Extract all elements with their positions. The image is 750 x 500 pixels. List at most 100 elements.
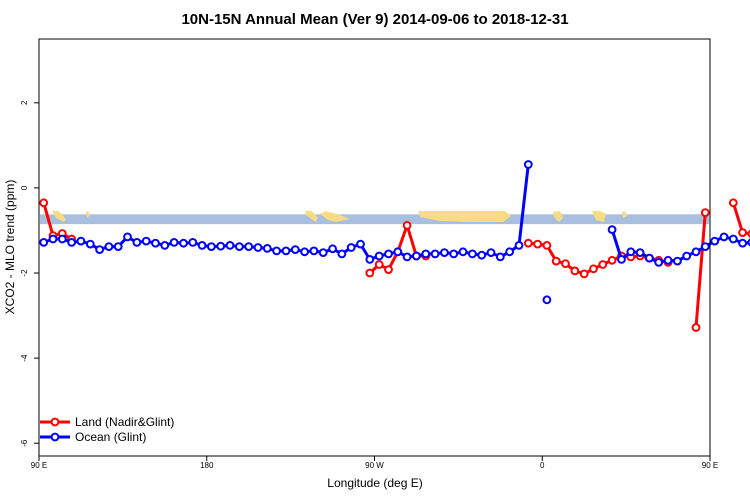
data-point-ocean <box>356 239 365 249</box>
data-point-land <box>561 259 570 269</box>
x-tick-label: 0 <box>540 461 545 470</box>
data-point-ocean <box>514 241 524 250</box>
series-line-land <box>42 202 73 241</box>
data-point-ocean <box>160 241 170 250</box>
data-point-ocean <box>318 248 328 258</box>
data-point-ocean <box>262 244 272 253</box>
data-point-land <box>542 241 552 250</box>
data-point-ocean <box>85 239 95 249</box>
landmass-layer <box>52 211 627 222</box>
legend-label-land: Land (Nadir&Glint) <box>75 415 174 429</box>
legend: Land (Nadir&Glint) Ocean (Glint) <box>40 415 174 444</box>
data-point-ocean <box>495 252 505 262</box>
data-point-land <box>551 256 561 266</box>
landmass-shape <box>305 211 318 222</box>
data-point-ocean <box>337 249 347 259</box>
data-point-ocean <box>57 234 67 244</box>
legend-item-land: Land (Nadir&Glint) <box>40 415 174 429</box>
data-point-ocean <box>738 238 747 248</box>
y-tick-label: -2 <box>20 269 29 277</box>
data-point-ocean <box>141 236 151 246</box>
data-point-land <box>365 268 375 278</box>
x-axis-label: Longitude (deg E) <box>327 476 422 490</box>
series-line-land <box>694 212 707 328</box>
data-point-ocean <box>207 242 216 252</box>
x-tick-label: 90 E <box>31 461 47 470</box>
landmass-shape <box>622 211 627 218</box>
data-point-ocean <box>365 255 375 264</box>
band-layer <box>40 211 709 225</box>
data-point-ocean <box>449 249 459 259</box>
data-point-ocean <box>468 249 477 259</box>
data-point-ocean <box>151 238 160 248</box>
x-tick-label: 90 W <box>365 461 384 470</box>
data-point-ocean <box>374 251 384 261</box>
data-point-ocean <box>48 234 58 244</box>
data-point-ocean <box>216 241 226 251</box>
data-point-land <box>384 265 393 275</box>
data-point-ocean <box>179 238 188 248</box>
data-point-ocean <box>393 247 403 257</box>
data-point-ocean <box>402 252 412 262</box>
data-point-ocean <box>95 245 104 255</box>
x-tick-label: 180 <box>200 461 214 470</box>
y-tick-label: -6 <box>20 439 29 447</box>
data-point-ocean <box>123 232 132 242</box>
data-point-ocean <box>281 246 291 256</box>
data-point-land <box>402 221 412 230</box>
landmass-shape <box>553 211 563 222</box>
data-point-ocean <box>113 242 123 252</box>
y-axis-label: XCO2 - MLO trend (ppm) <box>3 180 17 315</box>
data-point-ocean <box>67 238 76 247</box>
landmass-shape <box>418 211 511 222</box>
data-point-ocean <box>682 251 692 261</box>
data-point-ocean <box>104 242 114 252</box>
data-point-land <box>570 266 580 276</box>
x-tick-label: 90 E <box>702 461 718 470</box>
legend-item-ocean: Ocean (Glint) <box>40 430 146 444</box>
data-point-land <box>39 198 49 208</box>
data-point-land <box>374 260 384 269</box>
data-point-ocean <box>253 243 263 252</box>
series-ocean <box>39 160 750 305</box>
data-point-ocean <box>458 247 468 257</box>
data-point-ocean <box>617 255 626 264</box>
data-point-ocean <box>486 248 496 258</box>
data-point-ocean <box>421 249 431 259</box>
legend-marker-ocean <box>50 432 60 442</box>
data-point-ocean <box>663 255 673 265</box>
legend-marker-land <box>50 417 60 427</box>
data-point-ocean <box>477 250 487 260</box>
chart-title: 10N-15N Annual Mean (Ver 9) 2014-09-06 t… <box>181 11 568 28</box>
data-point-land <box>533 239 542 249</box>
data-point-land <box>700 208 710 218</box>
data-point-land <box>579 269 589 279</box>
data-point-ocean <box>169 238 179 247</box>
data-point-ocean <box>626 247 636 257</box>
data-point-ocean <box>654 258 664 267</box>
data-point-ocean <box>505 247 515 257</box>
data-point-ocean <box>290 245 300 255</box>
data-point-ocean <box>430 249 440 259</box>
data-point-ocean <box>673 256 682 266</box>
data-point-ocean <box>188 238 198 247</box>
data-point-ocean <box>440 248 449 258</box>
landmass-shape <box>592 211 606 222</box>
data-point-ocean <box>728 234 738 244</box>
landmass-shape <box>86 211 90 218</box>
legend-label-ocean: Ocean (Glint) <box>75 430 146 444</box>
data-point-ocean <box>523 160 533 169</box>
data-point-ocean <box>542 295 552 305</box>
series-layer <box>39 160 750 332</box>
data-coverage-band <box>40 214 709 225</box>
data-point-ocean <box>235 242 244 252</box>
x-axis: 90 E 180 90 W 0 90 E <box>31 456 718 470</box>
data-point-ocean <box>300 247 310 257</box>
data-point-land <box>691 323 701 332</box>
y-tick-label: 2 <box>20 100 29 105</box>
data-point-land <box>598 260 608 269</box>
y-axis: 2 0 -2 -4 -6 <box>20 100 39 447</box>
data-point-ocean <box>39 238 49 247</box>
y-tick-label: 0 <box>20 185 29 190</box>
